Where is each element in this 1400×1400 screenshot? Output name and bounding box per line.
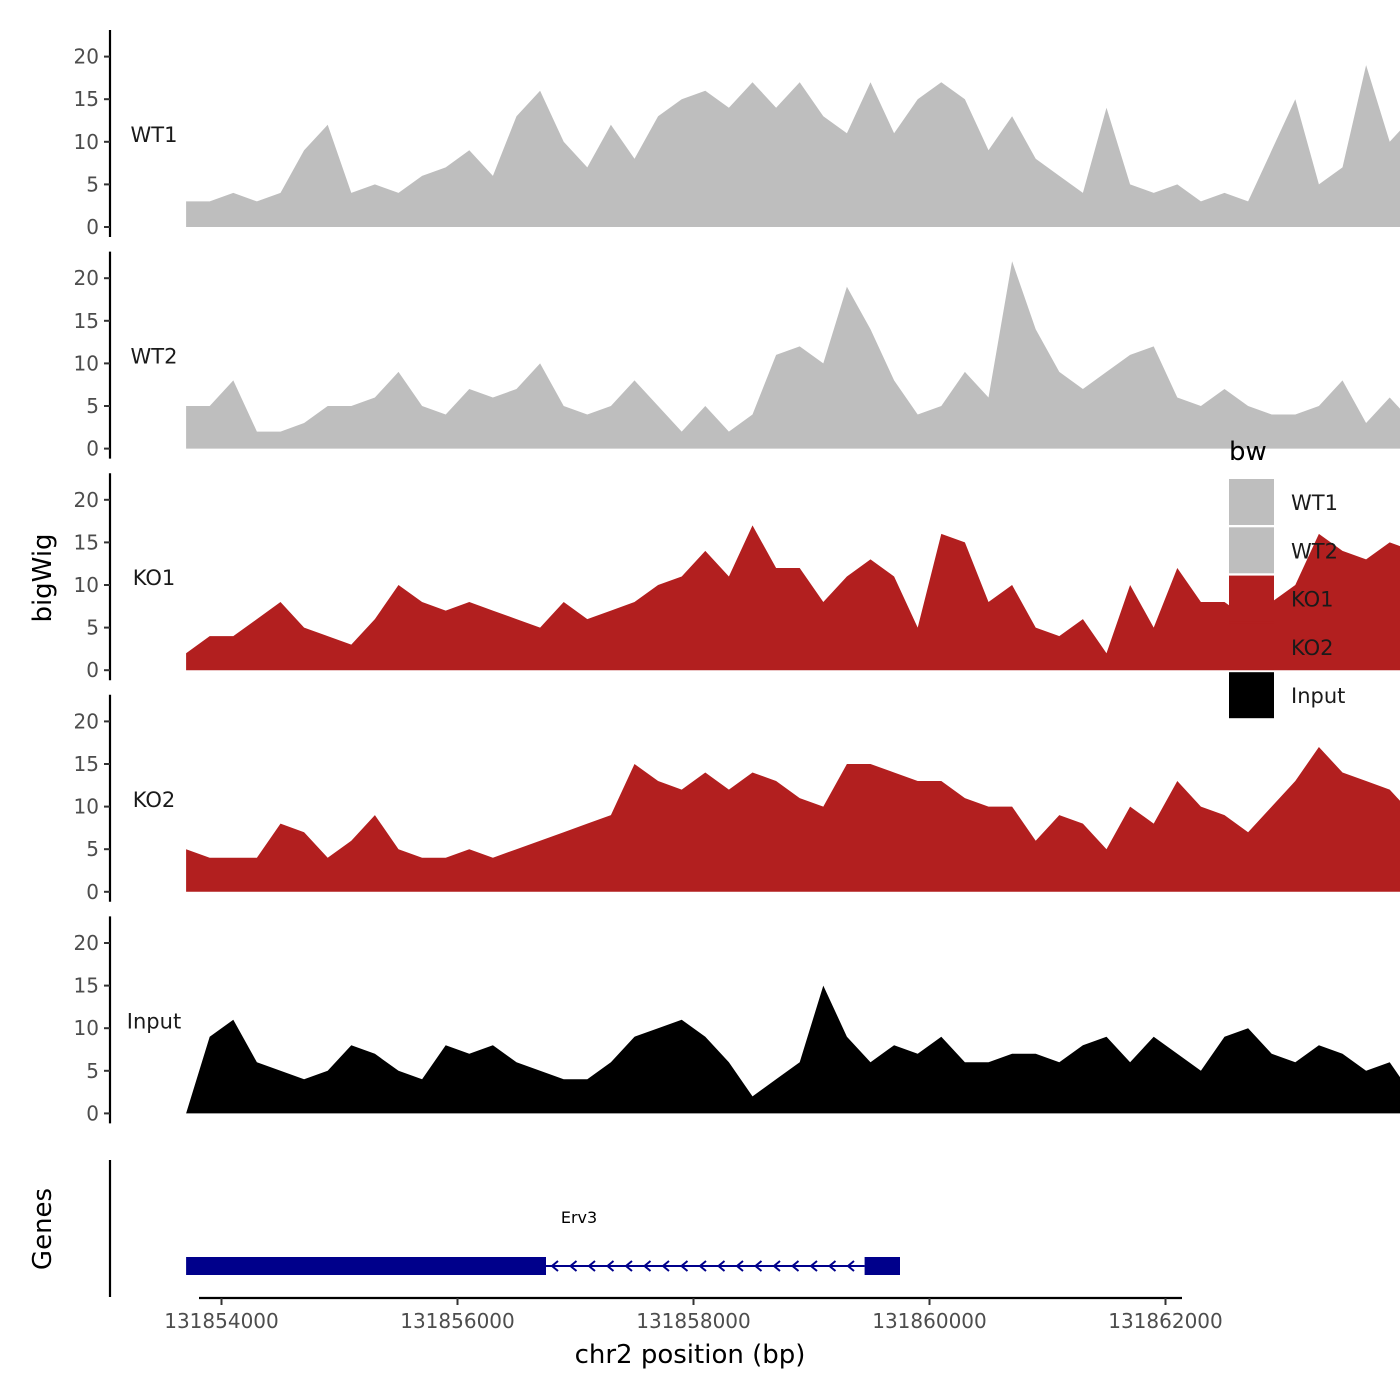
legend-label-ko2: KO2 [1291, 636, 1334, 660]
strand-arrow [550, 1260, 559, 1272]
y-tick-label: 0 [86, 437, 99, 461]
strand-arrow [716, 1260, 726, 1272]
y-tick-label: 10 [74, 795, 99, 819]
legend-title: bw [1229, 437, 1267, 467]
y-tick-label: 5 [86, 837, 99, 861]
strand-arrow [568, 1260, 578, 1272]
strand-arrow [846, 1260, 855, 1272]
track-label-wt1: WT1 [131, 123, 178, 147]
genes-panel: Erv3 [108, 1160, 900, 1297]
legend-key-ko1 [1229, 575, 1274, 622]
y-tick-label: 20 [74, 488, 99, 512]
track-label-input: Input [127, 1009, 181, 1033]
strand-arrow [735, 1260, 744, 1272]
x-axis: 131854000 131856000 131858000 131860000 1318… [164, 1296, 1223, 1333]
strand-arrow [605, 1260, 615, 1272]
y-tick-label: 5 [86, 616, 99, 640]
track-label-ko1: KO1 [133, 566, 176, 590]
area-ko2 [186, 747, 1400, 892]
strand-arrow [827, 1260, 837, 1272]
y-axis-title: bigWig [28, 533, 58, 622]
y-tick-label: 5 [86, 1059, 99, 1083]
panel-wt2: 0 5 10 15 20 WT2 [74, 251, 1400, 461]
panel-ko1: 0 5 10 15 20 KO1 [74, 473, 1400, 682]
strand-arrow [809, 1260, 818, 1272]
area-wt2 [186, 261, 1400, 449]
x-tick-label: 131862000 [1108, 1309, 1223, 1333]
legend-label-input: Input [1291, 684, 1345, 708]
panel-input: 0 5 10 15 20 Input [74, 916, 1400, 1125]
panel-ko2: 0 5 10 15 20 KO2 [74, 694, 1400, 904]
x-tick-label: 131860000 [872, 1309, 987, 1333]
strand-arrow [679, 1260, 689, 1272]
legend-label-wt1: WT1 [1291, 491, 1338, 515]
legend-key-ko2 [1229, 623, 1274, 670]
legend-key-wt2 [1229, 527, 1274, 574]
panel-wt1: 0 5 10 15 20 WT1 [74, 30, 1400, 239]
y-tick-label: 0 [86, 1101, 99, 1125]
area-wt1 [186, 65, 1400, 227]
x-tick-label: 131858000 [636, 1309, 751, 1333]
strand-arrow [772, 1260, 781, 1272]
y-tick-label: 5 [86, 394, 99, 418]
y-tick-label: 10 [74, 130, 99, 154]
y-tick-label: 20 [74, 266, 99, 290]
x-tick-label: 131856000 [400, 1309, 515, 1333]
area-input [186, 985, 1400, 1114]
y-tick-label: 15 [74, 752, 99, 776]
signal-panels: 0 5 10 15 20 WT1 0 5 10 15 20 WT2 0 5 10 15 20 KO1 0 5 10 15 2… [74, 30, 1400, 1125]
y-tick-label: 10 [74, 573, 99, 597]
y-tick-label: 15 [74, 309, 99, 333]
y-tick-label: 0 [86, 658, 99, 682]
y-tick-label: 0 [86, 215, 99, 239]
gene-exon-block [186, 1257, 546, 1275]
gene-erv3: Erv3 [186, 1208, 900, 1275]
y-tick-label: 10 [74, 1016, 99, 1040]
legend: bw WT1 WT2 KO1 KO2 Input [1229, 437, 1345, 719]
y-tick-label: 15 [74, 87, 99, 111]
y-tick-label: 20 [74, 931, 99, 955]
y-tick-label: 15 [74, 974, 99, 998]
y-tick-label: 0 [86, 880, 99, 904]
legend-key-input [1229, 672, 1274, 719]
strand-arrow [642, 1260, 652, 1272]
y-tick-label: 10 [74, 351, 99, 375]
y-tick-label: 5 [86, 172, 99, 196]
strand-arrow [753, 1260, 763, 1272]
genes-axis-title: Genes [28, 1188, 58, 1270]
x-tick-label: 131854000 [164, 1309, 279, 1333]
track-label-wt2: WT2 [131, 345, 178, 369]
strand-arrow [624, 1260, 633, 1272]
area-ko1 [186, 525, 1400, 671]
legend-key-wt1 [1229, 479, 1274, 525]
x-axis-title: chr2 position (bp) [575, 1340, 806, 1370]
strand-arrow [587, 1260, 596, 1272]
gene-exon-block [864, 1257, 900, 1275]
y-tick-label: 15 [74, 530, 99, 554]
gene-label: Erv3 [561, 1208, 597, 1227]
y-tick-label: 20 [74, 45, 99, 69]
strand-arrow [661, 1260, 670, 1272]
strand-arrow [698, 1260, 707, 1272]
strand-arrow [790, 1260, 800, 1272]
y-tick-label: 20 [74, 709, 99, 733]
legend-label-ko1: KO1 [1291, 588, 1334, 612]
track-label-ko2: KO2 [133, 788, 176, 812]
legend-label-wt2: WT2 [1291, 539, 1338, 563]
